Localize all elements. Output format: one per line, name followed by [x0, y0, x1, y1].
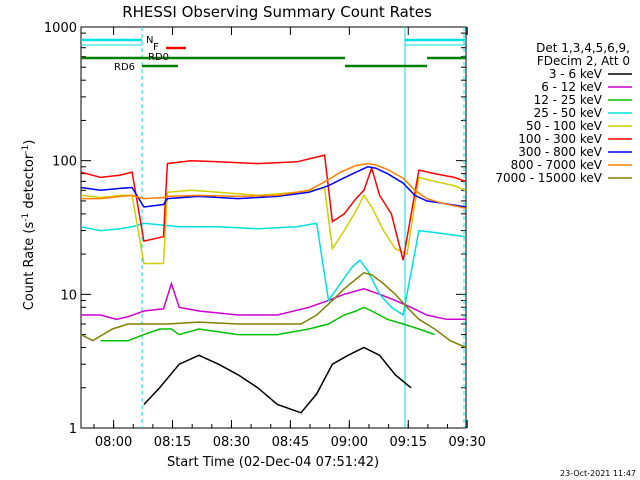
series-line-1	[143, 346, 412, 414]
rd0-label: RD0	[148, 52, 169, 63]
legend-header-1: Det 1,3,4,5,6,9,	[536, 41, 630, 55]
legend-header-2: FDecim 2, Att 0	[537, 54, 630, 68]
series-line-3	[100, 306, 435, 342]
y-axis-label: Count Rate (s-1 detector-1)	[21, 140, 37, 311]
legend-label: 6 - 12 keV	[541, 80, 603, 94]
legend-label: 7000 - 15000 keV	[495, 171, 602, 185]
legend-label: 100 - 300 keV	[518, 132, 602, 146]
observing-markers: N F RD0 RD6	[81, 27, 466, 428]
x-axis: 08:00 08:15 08:30 08:45 09:00 09:15 09:30	[93, 27, 486, 450]
y-tick-label: 1000	[44, 21, 77, 36]
x-tick-label: 08:00	[95, 435, 132, 450]
legend-label: 3 - 6 keV	[549, 67, 603, 81]
legend-label: 50 - 100 keV	[526, 119, 603, 133]
y-tick-label: 100	[52, 155, 77, 170]
legend-label: 25 - 50 keV	[534, 106, 603, 120]
legend: Det 1,3,4,5,6,9, FDecim 2, Att 0 3 - 6 k…	[495, 41, 632, 185]
x-tick-label: 09:00	[331, 435, 368, 450]
legend-label: 800 - 7000 keV	[511, 158, 603, 172]
series-line-9	[80, 271, 467, 349]
timestamp: 23-Oct-2021 11:47	[560, 469, 636, 478]
x-tick-label: 08:15	[154, 435, 191, 450]
y-axis-label-c: )	[22, 140, 37, 145]
series-line-5	[80, 176, 467, 265]
legend-label: 12 - 25 keV	[534, 93, 603, 107]
chart-title: RHESSI Observing Summary Count Rates	[122, 3, 432, 21]
x-tick-label: 09:30	[448, 435, 485, 450]
y-axis: 1 10 100 1000	[44, 21, 466, 437]
series-lines	[80, 154, 467, 414]
series-line-6	[80, 154, 467, 261]
series-line-4	[80, 222, 467, 317]
x-axis-label: Start Time (02-Dec-04 07:51:42)	[167, 455, 379, 470]
y-axis-label-b: detector	[22, 153, 37, 213]
rd6-label: RD6	[114, 62, 135, 73]
y-axis-label-a: Count Rate (s	[22, 222, 37, 311]
x-tick-label: 08:30	[213, 435, 250, 450]
night-label: N	[146, 35, 153, 46]
y-axis-label-sup1: -1	[21, 213, 31, 222]
y-tick-label: 1	[69, 422, 77, 437]
x-tick-label: 08:45	[272, 435, 309, 450]
series-line-8	[81, 162, 467, 210]
legend-label: 300 - 800 keV	[518, 145, 602, 159]
y-tick-label: 10	[60, 288, 77, 303]
series-line-7	[80, 166, 467, 208]
y-axis-label-sup2: -1	[21, 145, 31, 154]
x-tick-label: 09:15	[390, 435, 427, 450]
flare-label: F	[153, 42, 159, 53]
